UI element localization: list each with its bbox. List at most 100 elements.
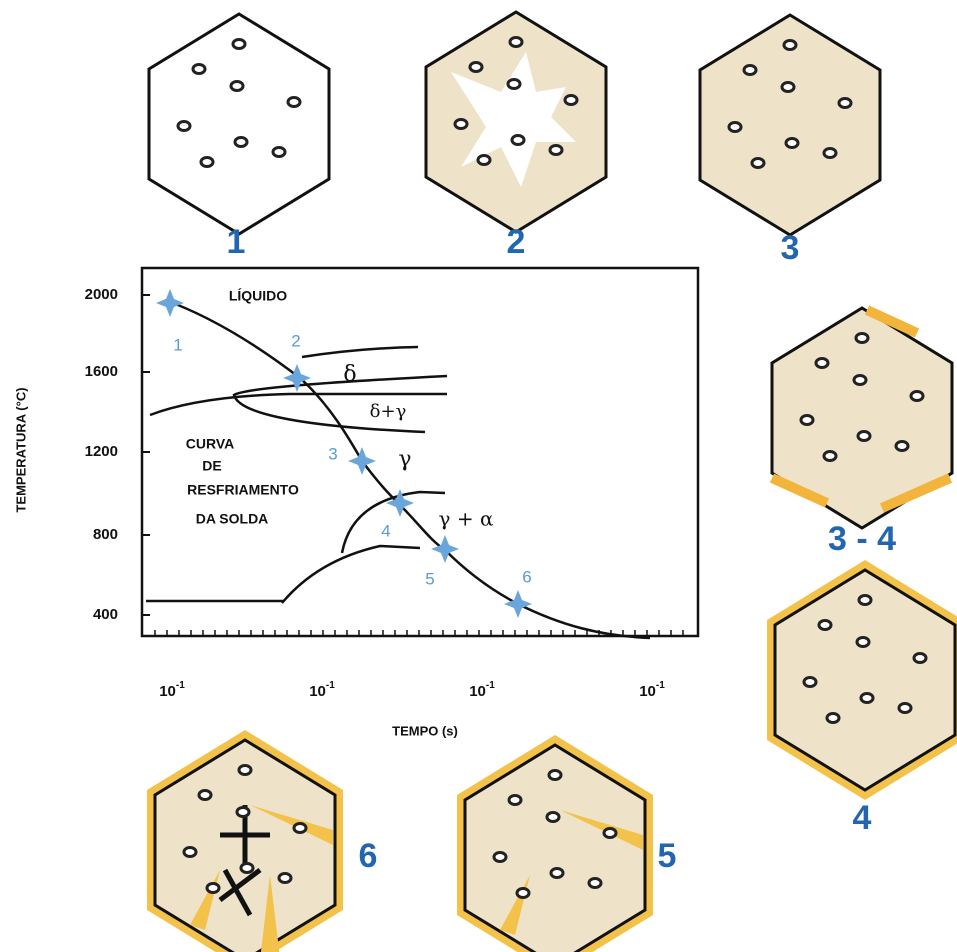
tick-base: 10	[639, 683, 656, 700]
precipitate	[478, 156, 490, 165]
precipitate	[510, 38, 522, 47]
point-label: 4	[381, 521, 390, 540]
precipitate	[824, 149, 836, 158]
cooling-point	[348, 447, 376, 475]
grain-label: 1	[227, 223, 246, 261]
precipitate	[279, 874, 291, 883]
grain-label: 3	[781, 229, 800, 267]
precipitate	[241, 864, 253, 873]
precipitate	[239, 766, 251, 775]
region-label: δ	[343, 362, 356, 387]
region-label: γ	[398, 447, 411, 472]
grain: 5	[457, 735, 676, 952]
phase-boundary	[282, 546, 420, 603]
precipitate	[801, 416, 813, 425]
grain-label: 2	[507, 223, 526, 261]
precipitate	[207, 884, 219, 893]
cooling-point	[156, 289, 184, 317]
curve-label: RESFRIAMENTO	[187, 482, 299, 498]
precipitate	[744, 66, 756, 75]
precipitate	[854, 376, 866, 385]
point-label: 2	[291, 331, 300, 350]
x-tick-label: 10-1	[469, 680, 495, 700]
precipitate	[273, 148, 285, 157]
precipitate	[235, 138, 247, 147]
precipitate	[184, 848, 196, 857]
y-tick-label: 2000	[85, 286, 118, 303]
precipitate	[547, 813, 559, 822]
precipitate	[899, 704, 911, 713]
precipitate	[911, 392, 923, 401]
grain: 2	[426, 12, 606, 261]
precipitate	[827, 714, 839, 723]
precipitate	[859, 596, 871, 605]
tick-exponent: -1	[656, 680, 665, 691]
precipitate	[752, 159, 764, 168]
curve-label: DA SOLDA	[196, 511, 269, 527]
point-label: 3	[328, 444, 337, 463]
precipitate	[233, 40, 245, 49]
precipitate	[819, 621, 831, 630]
precipitate	[861, 694, 873, 703]
tick-exponent: -1	[176, 680, 185, 691]
grain: 6	[147, 730, 377, 952]
grain-label: 4	[853, 799, 872, 837]
grain-label: 6	[359, 837, 378, 875]
y-tick-label: 400	[93, 606, 118, 623]
y-tick-label: 1600	[85, 363, 118, 380]
x-axis-label: TEMPO (s)	[392, 723, 458, 738]
tick-exponent: -1	[326, 680, 335, 691]
precipitate	[839, 99, 851, 108]
precipitate	[294, 824, 306, 833]
y-axis-label: TEMPERATURA (°C)	[13, 387, 28, 512]
precipitate	[824, 452, 836, 461]
plot-frame	[142, 268, 698, 636]
grain-label: 5	[658, 837, 677, 875]
curve-label: DE	[202, 458, 221, 474]
precipitate	[784, 41, 796, 50]
grain: 3 - 4	[772, 308, 952, 558]
precipitate	[857, 638, 869, 647]
precipitate	[517, 889, 529, 898]
precipitate	[288, 98, 300, 107]
precipitate	[231, 82, 243, 91]
precipitate	[494, 853, 506, 862]
precipitate	[856, 334, 868, 343]
y-tick-label: 1200	[85, 443, 118, 460]
region-label: LÍQUIDO	[229, 288, 287, 304]
precipitate	[178, 122, 190, 131]
precipitate	[470, 63, 482, 72]
precipitate	[786, 139, 798, 148]
precipitate	[729, 123, 741, 132]
point-label: 6	[522, 567, 531, 586]
precipitate	[804, 678, 816, 687]
precipitate	[604, 829, 616, 838]
precipitate	[549, 771, 561, 780]
tick-base: 10	[469, 683, 486, 700]
grain: 4	[767, 560, 957, 837]
precipitate	[550, 146, 562, 155]
precipitate	[509, 796, 521, 805]
grain: 1	[149, 14, 329, 261]
x-tick-label: 10-1	[309, 680, 335, 700]
phase-boundary	[302, 347, 418, 357]
precipitate	[896, 442, 908, 451]
grain-label: 3 - 4	[828, 520, 896, 558]
precipitate	[201, 158, 213, 167]
cooling-point	[504, 590, 532, 618]
tick-base: 10	[159, 683, 176, 700]
precipitate	[455, 120, 467, 129]
precipitate	[199, 791, 211, 800]
tick-exponent: -1	[486, 680, 495, 691]
precipitate	[551, 869, 563, 878]
precipitate	[193, 65, 205, 74]
grain: 3	[700, 15, 880, 267]
precipitate	[816, 359, 828, 368]
diagram: 1 2 3 3 - 4 4 5 6 TEMPERATURA (°C) TEMPO (s) L…	[0, 0, 957, 952]
precipitate	[858, 432, 870, 441]
tick-base: 10	[309, 683, 326, 700]
x-tick-label: 10-1	[159, 680, 185, 700]
precipitate	[565, 96, 577, 105]
point-label: 1	[173, 335, 182, 354]
y-tick-label: 800	[93, 526, 118, 543]
